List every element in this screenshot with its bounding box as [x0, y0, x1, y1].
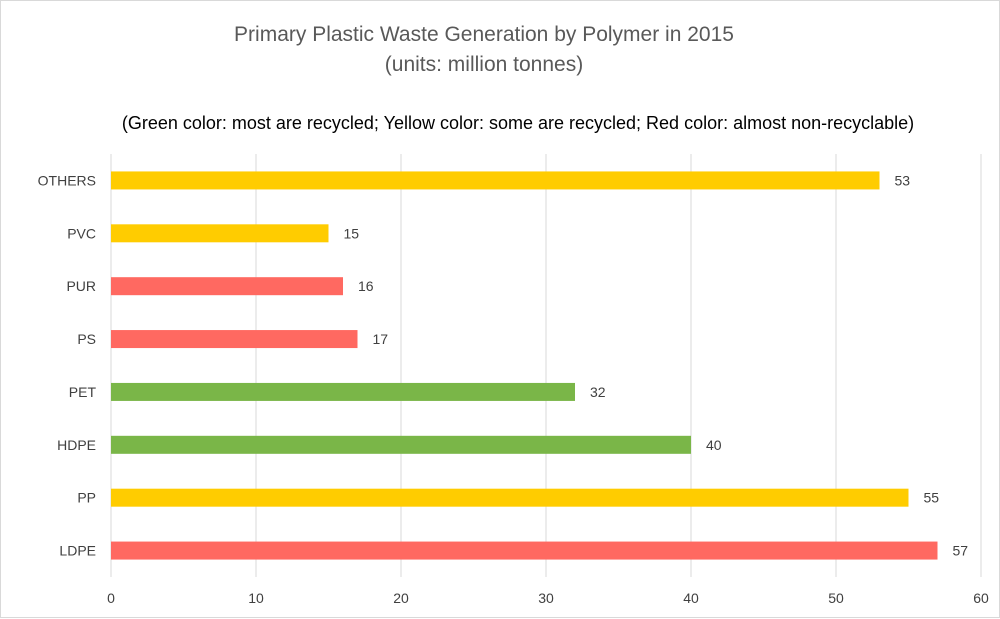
color-note: (Green color: most are recycled; Yellow …	[122, 113, 914, 133]
x-tick-label: 20	[393, 590, 409, 606]
category-label: PET	[69, 384, 97, 400]
category-label: PS	[77, 331, 96, 347]
x-tick-label: 10	[248, 590, 264, 606]
data-label: 55	[924, 490, 940, 506]
gridlines	[110, 154, 982, 577]
x-tick-label: 0	[107, 590, 115, 606]
x-tick-label: 50	[828, 590, 844, 606]
bar-pet	[111, 382, 575, 401]
data-label: 15	[344, 225, 360, 241]
bar-pvc	[111, 224, 329, 243]
bar-ldpe	[111, 541, 938, 560]
category-label: PUR	[66, 278, 96, 294]
category-label: HDPE	[57, 437, 96, 453]
chart-subtitle: (units: million tonnes)	[385, 53, 583, 76]
category-label: PP	[77, 490, 96, 506]
bar-ps	[111, 330, 358, 349]
data-label: 32	[590, 384, 606, 400]
data-label: 16	[358, 278, 374, 294]
bar-pur	[111, 277, 343, 296]
x-tick-label: 30	[538, 590, 554, 606]
bar-others	[111, 171, 880, 190]
bar-hdpe	[111, 435, 691, 454]
category-label: LDPE	[59, 543, 96, 559]
category-axis: LDPE PP HDPE PET PS PUR PVC OTHERS	[38, 172, 97, 558]
value-axis: 0 10 20 30 40 50 60	[107, 590, 989, 606]
data-label: 17	[373, 331, 389, 347]
data-labels: 57 55 40 32 17 16 15 53	[344, 172, 969, 558]
bar-pp	[111, 488, 909, 507]
data-label: 57	[953, 543, 969, 559]
x-tick-label: 40	[683, 590, 699, 606]
category-label: OTHERS	[38, 172, 96, 188]
data-label: 40	[706, 437, 722, 453]
x-tick-label: 60	[973, 590, 989, 606]
data-label: 53	[895, 172, 911, 188]
chart-title: Primary Plastic Waste Generation by Poly…	[234, 23, 734, 46]
category-label: PVC	[67, 225, 96, 241]
bars	[111, 171, 938, 560]
